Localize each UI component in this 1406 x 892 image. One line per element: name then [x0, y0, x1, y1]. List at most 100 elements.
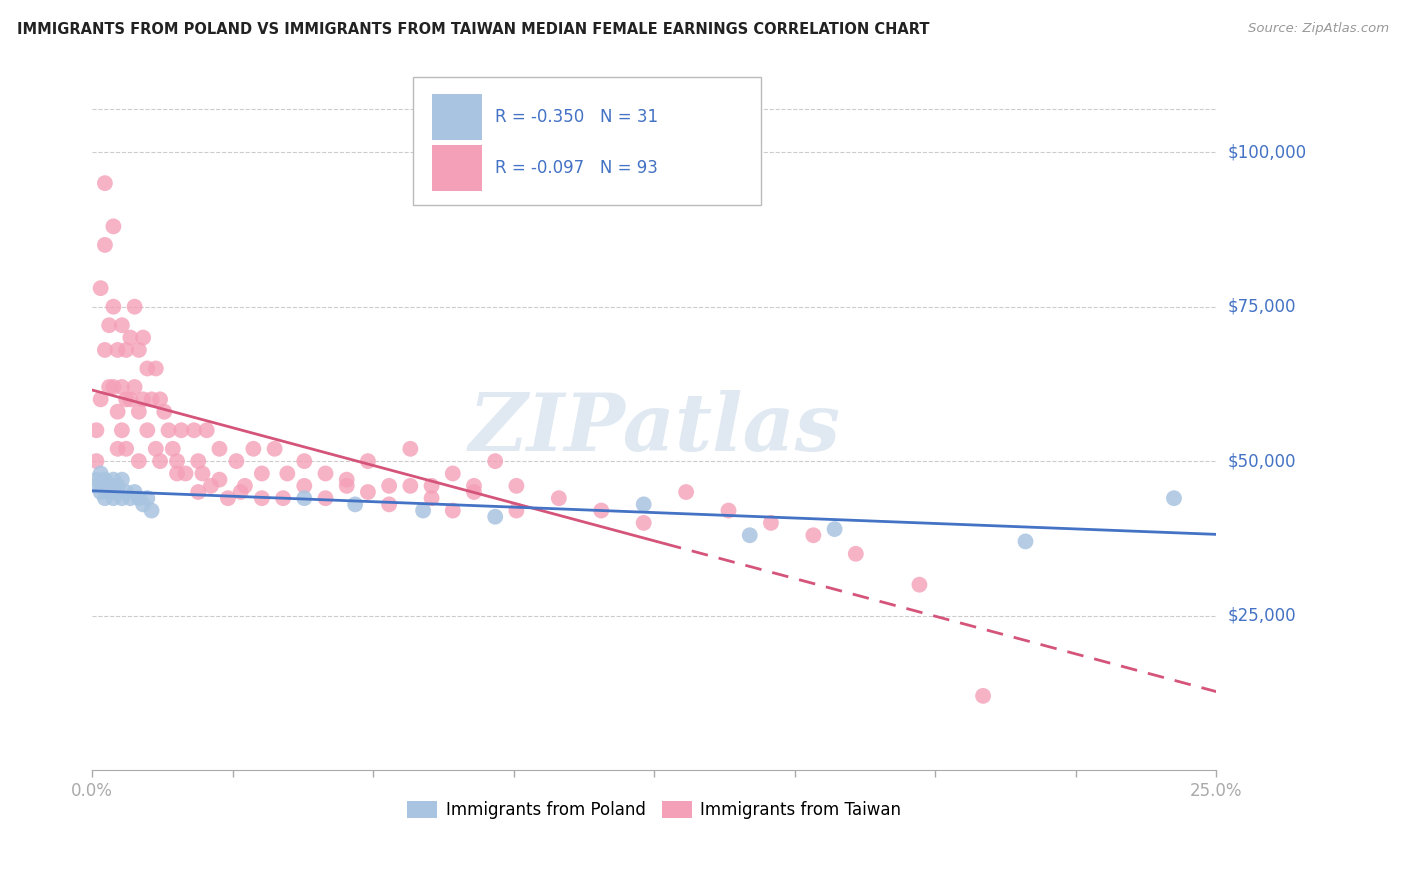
Point — [136, 423, 159, 437]
Point — [399, 442, 422, 456]
Point — [103, 219, 125, 234]
Point — [292, 479, 315, 493]
Point — [115, 485, 138, 500]
Point — [149, 454, 172, 468]
Point — [547, 491, 569, 506]
Point — [98, 479, 121, 493]
Point — [505, 503, 527, 517]
Point — [208, 473, 231, 487]
Point — [120, 330, 142, 344]
Point — [141, 503, 163, 517]
Point — [484, 509, 506, 524]
Point — [132, 330, 155, 344]
Point — [86, 479, 108, 493]
Point — [111, 318, 134, 333]
Point — [128, 343, 150, 357]
Point — [420, 491, 443, 506]
Point — [111, 491, 134, 506]
Point — [233, 479, 256, 493]
Legend: Immigrants from Poland, Immigrants from Taiwan: Immigrants from Poland, Immigrants from … — [401, 794, 908, 826]
Point — [162, 442, 184, 456]
Text: IMMIGRANTS FROM POLAND VS IMMIGRANTS FROM TAIWAN MEDIAN FEMALE EARNINGS CORRELAT: IMMIGRANTS FROM POLAND VS IMMIGRANTS FRO… — [17, 22, 929, 37]
Point — [94, 491, 117, 506]
Point — [107, 485, 129, 500]
Point — [86, 423, 108, 437]
Point — [149, 392, 172, 407]
FancyBboxPatch shape — [432, 94, 482, 140]
Text: $50,000: $50,000 — [1227, 452, 1296, 470]
Text: $75,000: $75,000 — [1227, 298, 1296, 316]
Point — [103, 300, 125, 314]
Text: $25,000: $25,000 — [1227, 607, 1296, 624]
Point — [132, 497, 155, 511]
Point — [128, 454, 150, 468]
Point — [412, 503, 434, 517]
Point — [225, 454, 247, 468]
Point — [94, 473, 117, 487]
Text: R = -0.097   N = 93: R = -0.097 N = 93 — [495, 159, 658, 177]
Point — [195, 423, 218, 437]
Point — [90, 485, 112, 500]
Point — [94, 176, 117, 190]
Point — [94, 343, 117, 357]
FancyBboxPatch shape — [432, 145, 482, 191]
Point — [824, 522, 846, 536]
Text: Source: ZipAtlas.com: Source: ZipAtlas.com — [1249, 22, 1389, 36]
Point — [170, 423, 193, 437]
Point — [1163, 491, 1185, 506]
Point — [98, 380, 121, 394]
Point — [378, 497, 401, 511]
Point — [107, 442, 129, 456]
Point — [187, 454, 209, 468]
Point — [242, 442, 264, 456]
Point — [174, 467, 197, 481]
Point — [292, 454, 315, 468]
Point — [107, 479, 129, 493]
Point — [250, 467, 273, 481]
Point — [90, 281, 112, 295]
FancyBboxPatch shape — [412, 78, 761, 205]
Point — [124, 300, 146, 314]
Point — [98, 485, 121, 500]
Point — [463, 485, 485, 500]
Text: R = -0.350   N = 31: R = -0.350 N = 31 — [495, 108, 658, 126]
Point — [263, 442, 285, 456]
Point — [103, 380, 125, 394]
Point — [441, 467, 464, 481]
Point — [86, 454, 108, 468]
Point — [141, 392, 163, 407]
Point — [128, 491, 150, 506]
Point — [463, 479, 485, 493]
Point — [229, 485, 252, 500]
Point — [972, 689, 994, 703]
Point — [157, 423, 180, 437]
Point — [128, 405, 150, 419]
Point — [315, 491, 337, 506]
Point — [420, 479, 443, 493]
Point — [399, 479, 422, 493]
Point — [717, 503, 740, 517]
Point — [633, 497, 655, 511]
Point — [120, 392, 142, 407]
Point — [132, 392, 155, 407]
Point — [107, 405, 129, 419]
Point — [153, 405, 176, 419]
Point — [633, 516, 655, 530]
Point — [166, 467, 188, 481]
Point — [115, 392, 138, 407]
Point — [344, 497, 367, 511]
Point — [336, 473, 359, 487]
Point — [124, 380, 146, 394]
Point — [90, 467, 112, 481]
Point — [505, 479, 527, 493]
Point — [271, 491, 294, 506]
Point — [115, 343, 138, 357]
Point — [441, 503, 464, 517]
Point — [145, 442, 167, 456]
Point — [136, 361, 159, 376]
Point — [217, 491, 239, 506]
Point — [191, 467, 214, 481]
Point — [111, 423, 134, 437]
Point — [357, 485, 380, 500]
Point — [98, 318, 121, 333]
